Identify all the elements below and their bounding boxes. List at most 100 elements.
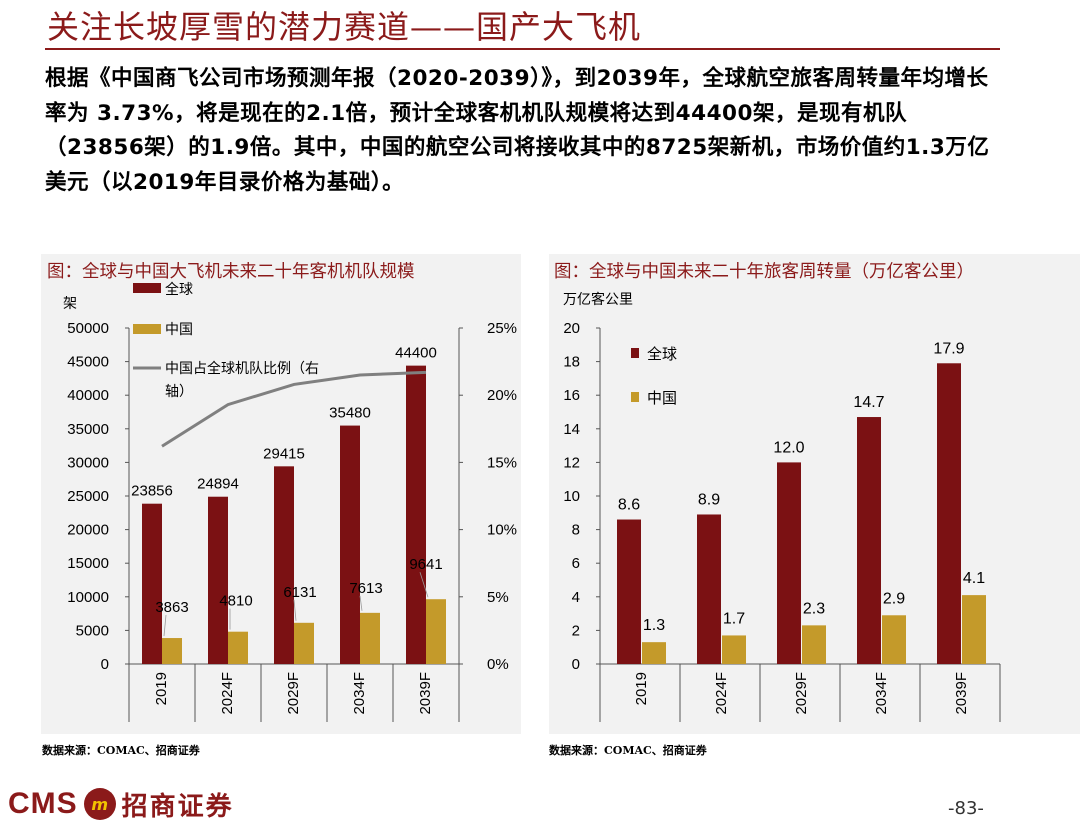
- y-axis-unit: 架: [63, 295, 77, 311]
- y-tick-label: 35000: [67, 421, 109, 438]
- label-china-2034F: 7613: [349, 580, 382, 597]
- line-china-ratio: [161, 370, 427, 448]
- bar-china-2029F: [294, 622, 314, 664]
- label-china-2039F: 9641: [409, 556, 442, 573]
- label-global-2024F: 8.9: [698, 491, 720, 508]
- bar-global-2029F: [274, 466, 294, 664]
- y-tick-label: 10: [563, 488, 580, 505]
- y-tick-label: 45000: [67, 354, 109, 371]
- bar-global-2039F: [937, 363, 961, 664]
- label-china-2024F: 4810: [219, 593, 252, 610]
- y-tick-label: 50000: [67, 320, 109, 337]
- y-tick-label: 25000: [67, 488, 109, 505]
- x-tick-label: 2039F: [953, 672, 970, 715]
- label-leader-2039F: [419, 572, 429, 598]
- bar-china-2019: [642, 642, 666, 664]
- label-leader-2029F: [293, 599, 297, 621]
- y-tick-label: 20: [563, 320, 580, 337]
- cms-logo: CMS m 招商证券: [8, 784, 234, 824]
- y2-tick-label: 25%: [487, 320, 517, 337]
- fleet-chart: 架 0 5000 10000 15000 20000 25000 30000 35000 4000…: [63, 281, 517, 722]
- bar-global-2039F: [406, 365, 426, 664]
- bar-global-2024F: [208, 496, 228, 664]
- bar-global-2029F: [777, 462, 801, 664]
- x-tick-label: 2034F: [351, 672, 368, 715]
- y-tick-label: 6: [572, 555, 580, 572]
- y-tick-label: 12: [563, 454, 580, 471]
- legend-label-ratio: 中国占全球机队比例（右: [165, 360, 319, 376]
- label-global-2034F: 14.7: [853, 394, 884, 411]
- label-global-2039F: 44400: [395, 345, 437, 362]
- x-tick-label: 2024F: [219, 672, 236, 715]
- y2-tick-label: 0%: [487, 656, 509, 673]
- bar-global-2024F: [697, 514, 721, 664]
- label-global-2039F: 17.9: [933, 340, 964, 357]
- legend-label-ratio-cont: 轴）: [165, 383, 193, 399]
- bar-china-2034F: [882, 615, 906, 664]
- label-china-2029F: 2.3: [803, 600, 825, 617]
- x-tick-label: 2034F: [873, 672, 890, 715]
- label-global-2019: 23856: [131, 483, 173, 500]
- bar-china-2034F: [360, 612, 380, 664]
- page-number: -83-: [948, 798, 984, 819]
- y-tick-label: 4: [572, 589, 580, 606]
- bar-china-2024F: [228, 631, 248, 664]
- label-china-2019: 3863: [155, 599, 188, 616]
- bar-china-2029F: [802, 625, 826, 664]
- cms-logo-text: CMS: [8, 787, 78, 820]
- page-title: 关注长坡厚雪的潜力赛道——国产大飞机: [47, 8, 642, 46]
- y-tick-label: 40000: [67, 387, 109, 404]
- label-global-2029F: 29415: [263, 445, 305, 462]
- y-tick-label: 0: [101, 656, 109, 673]
- legend-label-china: 中国: [165, 321, 193, 337]
- bar-china-2039F: [426, 599, 446, 664]
- y2-tick-label: 20%: [487, 387, 517, 404]
- intro-paragraph: 根据《中国商飞公司市场预测年报（2020-2039）》，到2039年，全球航空旅…: [45, 66, 990, 195]
- bar-global-2019: [142, 503, 162, 664]
- bar-global-2034F: [340, 425, 360, 664]
- legend-swatch-global: [631, 348, 639, 358]
- y2-tick-label: 10%: [487, 522, 517, 539]
- y-axis-unit: 万亿客公里: [563, 291, 633, 307]
- rpk-chart-title: 图：全球与中国未来二十年旅客周转量（万亿客公里）: [554, 262, 974, 282]
- label-china-2024F: 1.7: [723, 610, 745, 627]
- x-tick-label: 2019: [153, 672, 170, 705]
- y-tick-label: 0: [572, 656, 580, 673]
- y-tick-label: 10000: [67, 589, 109, 606]
- label-china-2034F: 2.9: [883, 590, 905, 607]
- legend-label-global: 全球: [165, 281, 193, 297]
- label-global-2024F: 24894: [197, 476, 239, 493]
- legend-swatch-china: [133, 324, 161, 334]
- bar-global-2019: [617, 519, 641, 664]
- x-tick-label: 2039F: [417, 672, 434, 715]
- bar-china-2024F: [722, 635, 746, 664]
- y-tick-label: 8: [572, 522, 580, 539]
- x-tick-label: 2024F: [713, 672, 730, 715]
- bar-global-2034F: [857, 417, 881, 664]
- x-tick-label: 2029F: [285, 672, 302, 715]
- rpk-chart: 万亿客公里 0 2 4 6 8 10 12 14 16 18 20 8.6 1.3 2019 8.9 1.7 20…: [563, 291, 1001, 722]
- label-leader-2019: [163, 615, 167, 637]
- legend-label-global: 全球: [647, 345, 677, 363]
- legend-swatch-global: [133, 283, 161, 293]
- y-tick-label: 5000: [76, 622, 109, 639]
- label-china-2029F: 6131: [283, 584, 316, 601]
- title-divider: [45, 48, 1000, 50]
- label-global-2019: 8.6: [618, 497, 640, 514]
- label-china-2019: 1.3: [643, 617, 665, 634]
- legend-swatch-china: [631, 392, 639, 402]
- bar-china-2039F: [962, 595, 986, 664]
- x-tick-label: 2019: [633, 672, 650, 705]
- y2-tick-label: 15%: [487, 454, 517, 471]
- label-global-2034F: 35480: [329, 405, 371, 422]
- label-china-2039F: 4.1: [963, 570, 985, 587]
- y-tick-label: 16: [563, 387, 580, 404]
- y-tick-label: 2: [572, 622, 580, 639]
- fleet-chart-title: 图：全球与中国大飞机未来二十年客机机队规模: [47, 262, 415, 282]
- y2-tick-label: 5%: [487, 589, 509, 606]
- legend-label-china: 中国: [647, 390, 677, 407]
- y-tick-label: 18: [563, 354, 580, 371]
- y-tick-label: 20000: [67, 522, 109, 539]
- rpk-chart-source: 数据来源：COMAC、招商证券: [549, 744, 707, 757]
- y-tick-label: 30000: [67, 454, 109, 471]
